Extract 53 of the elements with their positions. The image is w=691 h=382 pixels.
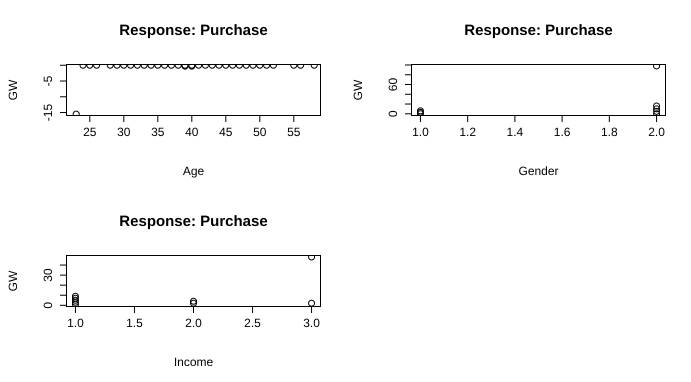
point [216,64,222,69]
point [308,255,316,261]
point [653,108,660,115]
x-tick-label: 55 [287,125,301,139]
point [653,110,660,116]
x-tick-label: 50 [253,125,267,139]
x-tick-label: 1.5 [126,316,144,330]
x-axis-title: Income [172,355,214,369]
point [653,105,660,112]
point [72,300,79,307]
point [653,64,660,70]
y-tick-label: 60 [386,78,400,92]
x-tick-label: 1.8 [600,125,618,139]
y-axis-title: GW [351,78,366,102]
point [653,102,660,110]
point [308,300,316,307]
x-tick-label: 1.2 [459,125,476,139]
y-tick-label: -15 [41,104,55,122]
x-tick-label: 2.5 [244,316,262,330]
x-axis-title: Gender [517,164,560,178]
point [72,292,79,300]
y-tick-label: -5 [41,75,55,86]
y-tick-label: 30 [41,268,55,282]
point [72,298,79,306]
chart-title: Response: Purchase [118,22,269,39]
y-axis-title: GW [6,270,21,294]
chart-title: Response: Purchase [463,22,614,39]
point [80,64,86,69]
x-tick-label: 3.0 [303,316,320,330]
point [190,298,197,305]
point [72,296,79,304]
x-tick-label: 25 [83,125,97,139]
point [114,64,120,69]
x-tick-label: 2.0 [185,316,202,330]
x-tick-label: 40 [185,125,199,139]
x-tick-label: 2.0 [648,125,666,139]
y-axis-title: GW [6,78,21,102]
x-tick-label: 1.4 [506,125,524,139]
x-tick-label: 1.0 [412,125,430,139]
chart-title: Response: Purchase [118,213,269,230]
x-tick-label: 1.6 [554,125,571,139]
point [72,110,80,116]
x-axis-title: Age [182,164,206,178]
point [190,300,197,307]
point [148,64,154,69]
x-tick-label: 30 [117,125,131,139]
x-tick-label: 1.0 [67,316,84,330]
y-tick-label: 0 [41,302,55,309]
x-tick-label: 35 [151,125,165,139]
point [72,294,79,302]
y-tick-label: 0 [386,110,400,118]
x-tick-label: 45 [219,125,233,139]
point [250,64,256,69]
